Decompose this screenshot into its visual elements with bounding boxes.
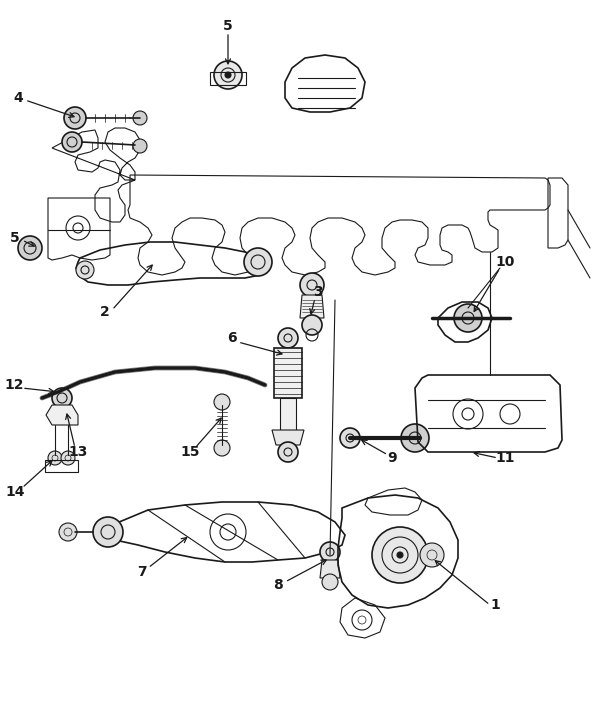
Polygon shape — [46, 405, 78, 425]
Circle shape — [62, 132, 82, 152]
Polygon shape — [300, 295, 324, 318]
Circle shape — [225, 72, 231, 78]
Circle shape — [61, 451, 75, 465]
Circle shape — [322, 574, 338, 590]
Text: 1: 1 — [490, 598, 500, 612]
Circle shape — [300, 273, 324, 297]
Circle shape — [244, 248, 272, 276]
Circle shape — [76, 261, 94, 279]
Text: 14: 14 — [5, 485, 25, 499]
Text: 6: 6 — [227, 331, 237, 345]
Circle shape — [214, 440, 230, 456]
Circle shape — [278, 328, 298, 348]
Circle shape — [48, 451, 62, 465]
Text: 11: 11 — [495, 451, 515, 465]
Text: 8: 8 — [273, 578, 283, 592]
Text: 7: 7 — [137, 565, 147, 579]
Text: 10: 10 — [495, 255, 514, 269]
Circle shape — [320, 542, 340, 562]
Polygon shape — [272, 430, 304, 445]
Circle shape — [214, 394, 230, 410]
Circle shape — [340, 428, 360, 448]
Circle shape — [372, 527, 428, 583]
Text: 13: 13 — [68, 445, 88, 459]
Text: 12: 12 — [4, 378, 24, 392]
Circle shape — [214, 61, 242, 89]
Circle shape — [18, 236, 42, 260]
Polygon shape — [320, 560, 340, 578]
Circle shape — [59, 523, 77, 541]
Circle shape — [64, 107, 86, 129]
Circle shape — [52, 388, 72, 408]
Circle shape — [420, 543, 444, 567]
Text: 9: 9 — [387, 451, 397, 465]
Circle shape — [133, 111, 147, 125]
Circle shape — [401, 424, 429, 452]
Text: 2: 2 — [100, 305, 110, 319]
Text: 5: 5 — [223, 19, 233, 33]
Circle shape — [454, 304, 482, 332]
Circle shape — [133, 139, 147, 153]
Circle shape — [93, 517, 123, 547]
Text: 3: 3 — [313, 285, 323, 299]
Circle shape — [397, 552, 403, 558]
Text: 5: 5 — [10, 231, 20, 245]
Text: 4: 4 — [13, 91, 23, 105]
Circle shape — [278, 442, 298, 462]
Polygon shape — [280, 398, 296, 432]
Text: 15: 15 — [180, 445, 200, 459]
Polygon shape — [274, 348, 302, 398]
Circle shape — [302, 315, 322, 335]
